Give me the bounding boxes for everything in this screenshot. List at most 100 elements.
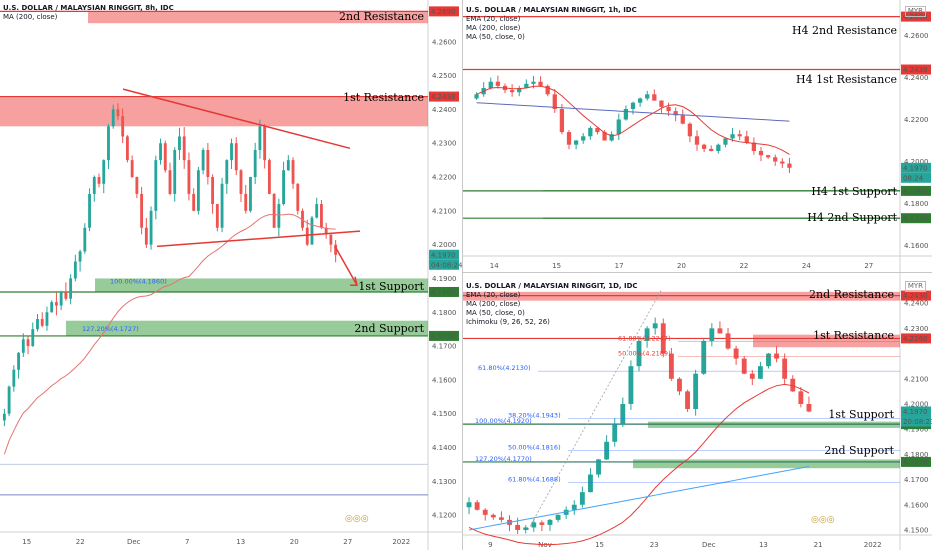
last-price-tag: 4.1970 — [903, 164, 928, 172]
candle — [596, 459, 601, 475]
candle — [716, 144, 721, 151]
candle — [806, 403, 812, 412]
candle — [159, 143, 162, 161]
candle — [125, 136, 129, 161]
zone-label-1st-support: 1st Support — [828, 408, 894, 421]
candle — [717, 328, 723, 334]
candle — [709, 148, 714, 151]
candle — [595, 127, 600, 133]
zone-label-2nd-support: 2nd Support — [354, 322, 424, 335]
candle — [192, 193, 196, 211]
candle — [566, 132, 572, 145]
fib-label: 38.20%(4.1943) — [508, 411, 561, 419]
candle — [17, 352, 20, 370]
candle — [211, 177, 215, 205]
zone-band — [88, 11, 428, 24]
candle — [677, 378, 682, 392]
price-tick-label: 4.1200 — [432, 512, 457, 520]
candle — [559, 109, 565, 133]
countdown-tag: 20:08:23 — [903, 418, 932, 426]
candle — [116, 109, 120, 117]
candle — [685, 391, 690, 409]
events-icon[interactable]: ◎◎◎ — [811, 515, 835, 525]
currency-label[interactable]: MYR — [904, 6, 926, 17]
candle — [737, 134, 742, 137]
candle — [121, 116, 125, 137]
candle — [310, 217, 314, 245]
candle — [182, 136, 186, 161]
moving-average-line — [468, 383, 810, 546]
candle — [111, 109, 115, 127]
zone-band — [95, 278, 428, 292]
candle — [628, 366, 634, 404]
candle — [258, 126, 262, 150]
zone-band — [463, 291, 900, 301]
currency-label[interactable]: MYR — [904, 281, 926, 292]
candle — [329, 234, 333, 245]
candle — [539, 522, 545, 525]
candle — [741, 358, 747, 374]
trendline-upper — [122, 88, 351, 150]
candle — [579, 492, 585, 505]
candle — [320, 204, 323, 228]
price-tag-s1: 4.1860 — [903, 187, 928, 195]
zone-label-h4-2nd-support: H4 2nd Support — [807, 211, 897, 224]
price-tick-label: 4.1800 — [904, 200, 929, 208]
candle — [482, 509, 488, 515]
candle — [620, 403, 626, 425]
chart-1h[interactable]: 4.2600 4.2400 4.2200 4.2000 4.1800 4.1600 14 15… — [463, 0, 932, 273]
price-tick-label: 4.2300 — [432, 140, 457, 148]
chart-1d[interactable]: 4.2400 4.2300 4.2100 4.2000 4.1900 4.1800 4.17… — [463, 273, 932, 550]
price-tick-label: 4.2400 — [904, 300, 929, 308]
chart-8h[interactable]: 4.2600 4.2500 4.2400 4.2300 4.2200 4.2100 4.20… — [0, 0, 463, 550]
price-tag-r2-bg — [429, 6, 459, 17]
arrow-head — [350, 276, 358, 286]
price-tag-s2-bg — [901, 213, 931, 224]
zone-label-h4-2nd-resistance: H4 2nd Resistance — [791, 24, 897, 37]
price-tick-label: 4.1700 — [904, 476, 929, 484]
candle — [140, 193, 144, 228]
indicator-label: MA (50, close, 0) — [466, 309, 525, 317]
candle — [466, 502, 472, 508]
candle — [144, 227, 148, 245]
zone-band — [66, 320, 428, 336]
candle — [630, 102, 636, 109]
time-tick-label: 27 — [343, 538, 352, 546]
candle — [173, 149, 177, 194]
indicator-label: EMA (20, close) — [466, 15, 521, 23]
candle — [758, 151, 764, 156]
price-tick-label: 4.1500 — [904, 526, 929, 534]
candle — [766, 353, 771, 367]
candle — [588, 474, 593, 493]
events-icon[interactable]: ◎◎◎ — [345, 514, 369, 524]
chart-8h-canvas[interactable]: 4.2600 4.2500 4.2400 4.2300 4.2200 4.2100 4.20… — [0, 0, 462, 550]
candle — [751, 142, 757, 151]
price-tag-s2-bg — [901, 456, 931, 467]
chart-1h-canvas[interactable]: 4.2600 4.2400 4.2200 4.2000 4.1800 4.1600 14 15… — [463, 0, 932, 272]
candle — [2, 413, 6, 421]
candle — [773, 157, 778, 162]
price-tag-r2: 4.2430 — [903, 292, 928, 300]
candle — [644, 328, 650, 341]
chart-1d-canvas[interactable]: 4.24004.23004.21004.20004.19004.18004.17… — [463, 273, 932, 550]
candle — [571, 504, 577, 510]
candle — [55, 302, 58, 306]
zone-label-h4-1st-support: H4 1st Support — [811, 185, 897, 198]
zone-label-2nd-support: 2nd Support — [824, 444, 894, 457]
candle — [83, 227, 87, 252]
indicator-label: MA (200, close) — [3, 13, 58, 21]
candle — [239, 170, 243, 194]
indicator-label: Ichimoku (9, 26, 52, 26) — [466, 318, 550, 326]
time-tick-label: Dec — [127, 538, 141, 546]
time-tick-label: 24 — [802, 262, 811, 270]
candle — [263, 126, 267, 161]
candle — [230, 143, 233, 161]
candle — [88, 193, 91, 228]
time-tick-label: 15 — [552, 262, 561, 270]
candle — [680, 115, 685, 124]
candle — [725, 333, 731, 349]
countdown-tag-bg — [901, 172, 931, 183]
price-tag-s1-bg — [901, 185, 931, 196]
candle — [282, 170, 285, 205]
fib-label: 50.00%(4.2189) — [618, 349, 671, 357]
